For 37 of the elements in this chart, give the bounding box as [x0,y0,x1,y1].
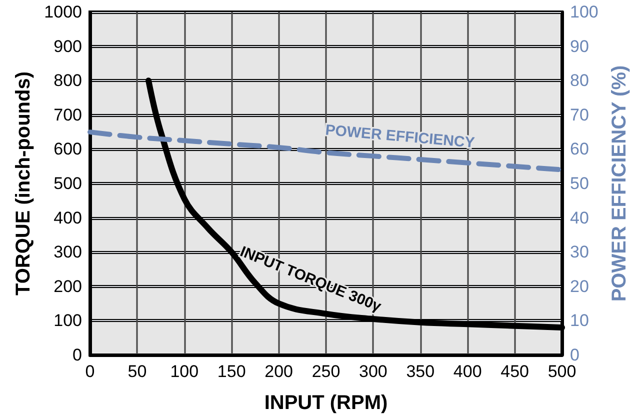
y2-tick-label: 0 [570,346,580,364]
y2-tick-label: 50 [570,174,589,193]
y-tick-label: 300 [54,242,82,262]
series-label: POWER EFFICIENCY [324,122,476,152]
y-tick-label: 200 [54,276,82,296]
x-tick-label: 0 [85,362,95,381]
y2-tick-label: 70 [570,105,589,124]
y-tick-label: 600 [54,140,82,159]
x-tick-label: 400 [453,362,482,381]
y-tick-label: 500 [54,174,82,193]
y2-tick-label: 20 [570,276,589,296]
y2-tick-label: 80 [570,71,589,90]
y-tick-label: 1000 [44,2,82,22]
y-tick-label: 0 [72,346,82,364]
x-tick-label: 450 [500,362,529,381]
y2-tick-label: 40 [570,208,589,228]
x-axis-title: INPUT (RPM) [264,392,388,414]
x-tick-label: 150 [217,362,246,381]
y2-tick-label: 10 [570,311,589,330]
x-tick-label: 100 [170,362,199,381]
x-tick-label: 350 [406,362,435,381]
y2-tick-label: 90 [570,36,589,56]
y-tick-label: 800 [54,71,82,90]
x-tick-label: 200 [264,362,293,381]
y-axis-title: TORQUE (inch-pounds) [12,71,34,296]
y2-tick-label: 60 [570,140,589,159]
y2-tick-label: 30 [570,242,589,262]
y-tick-label: 400 [54,208,82,228]
y-tick-label: 900 [54,36,82,56]
x-tick-label: 50 [128,362,147,381]
x-tick-label: 500 [548,362,576,381]
x-tick-label: 300 [359,362,388,381]
y-tick-label: 700 [54,105,82,124]
y2-tick-label: 100 [570,2,598,22]
x-tick-label: 250 [312,362,340,381]
y2-axis-title: POWER EFFICIENCY (%) [608,65,630,302]
y-tick-label: 100 [54,311,82,330]
